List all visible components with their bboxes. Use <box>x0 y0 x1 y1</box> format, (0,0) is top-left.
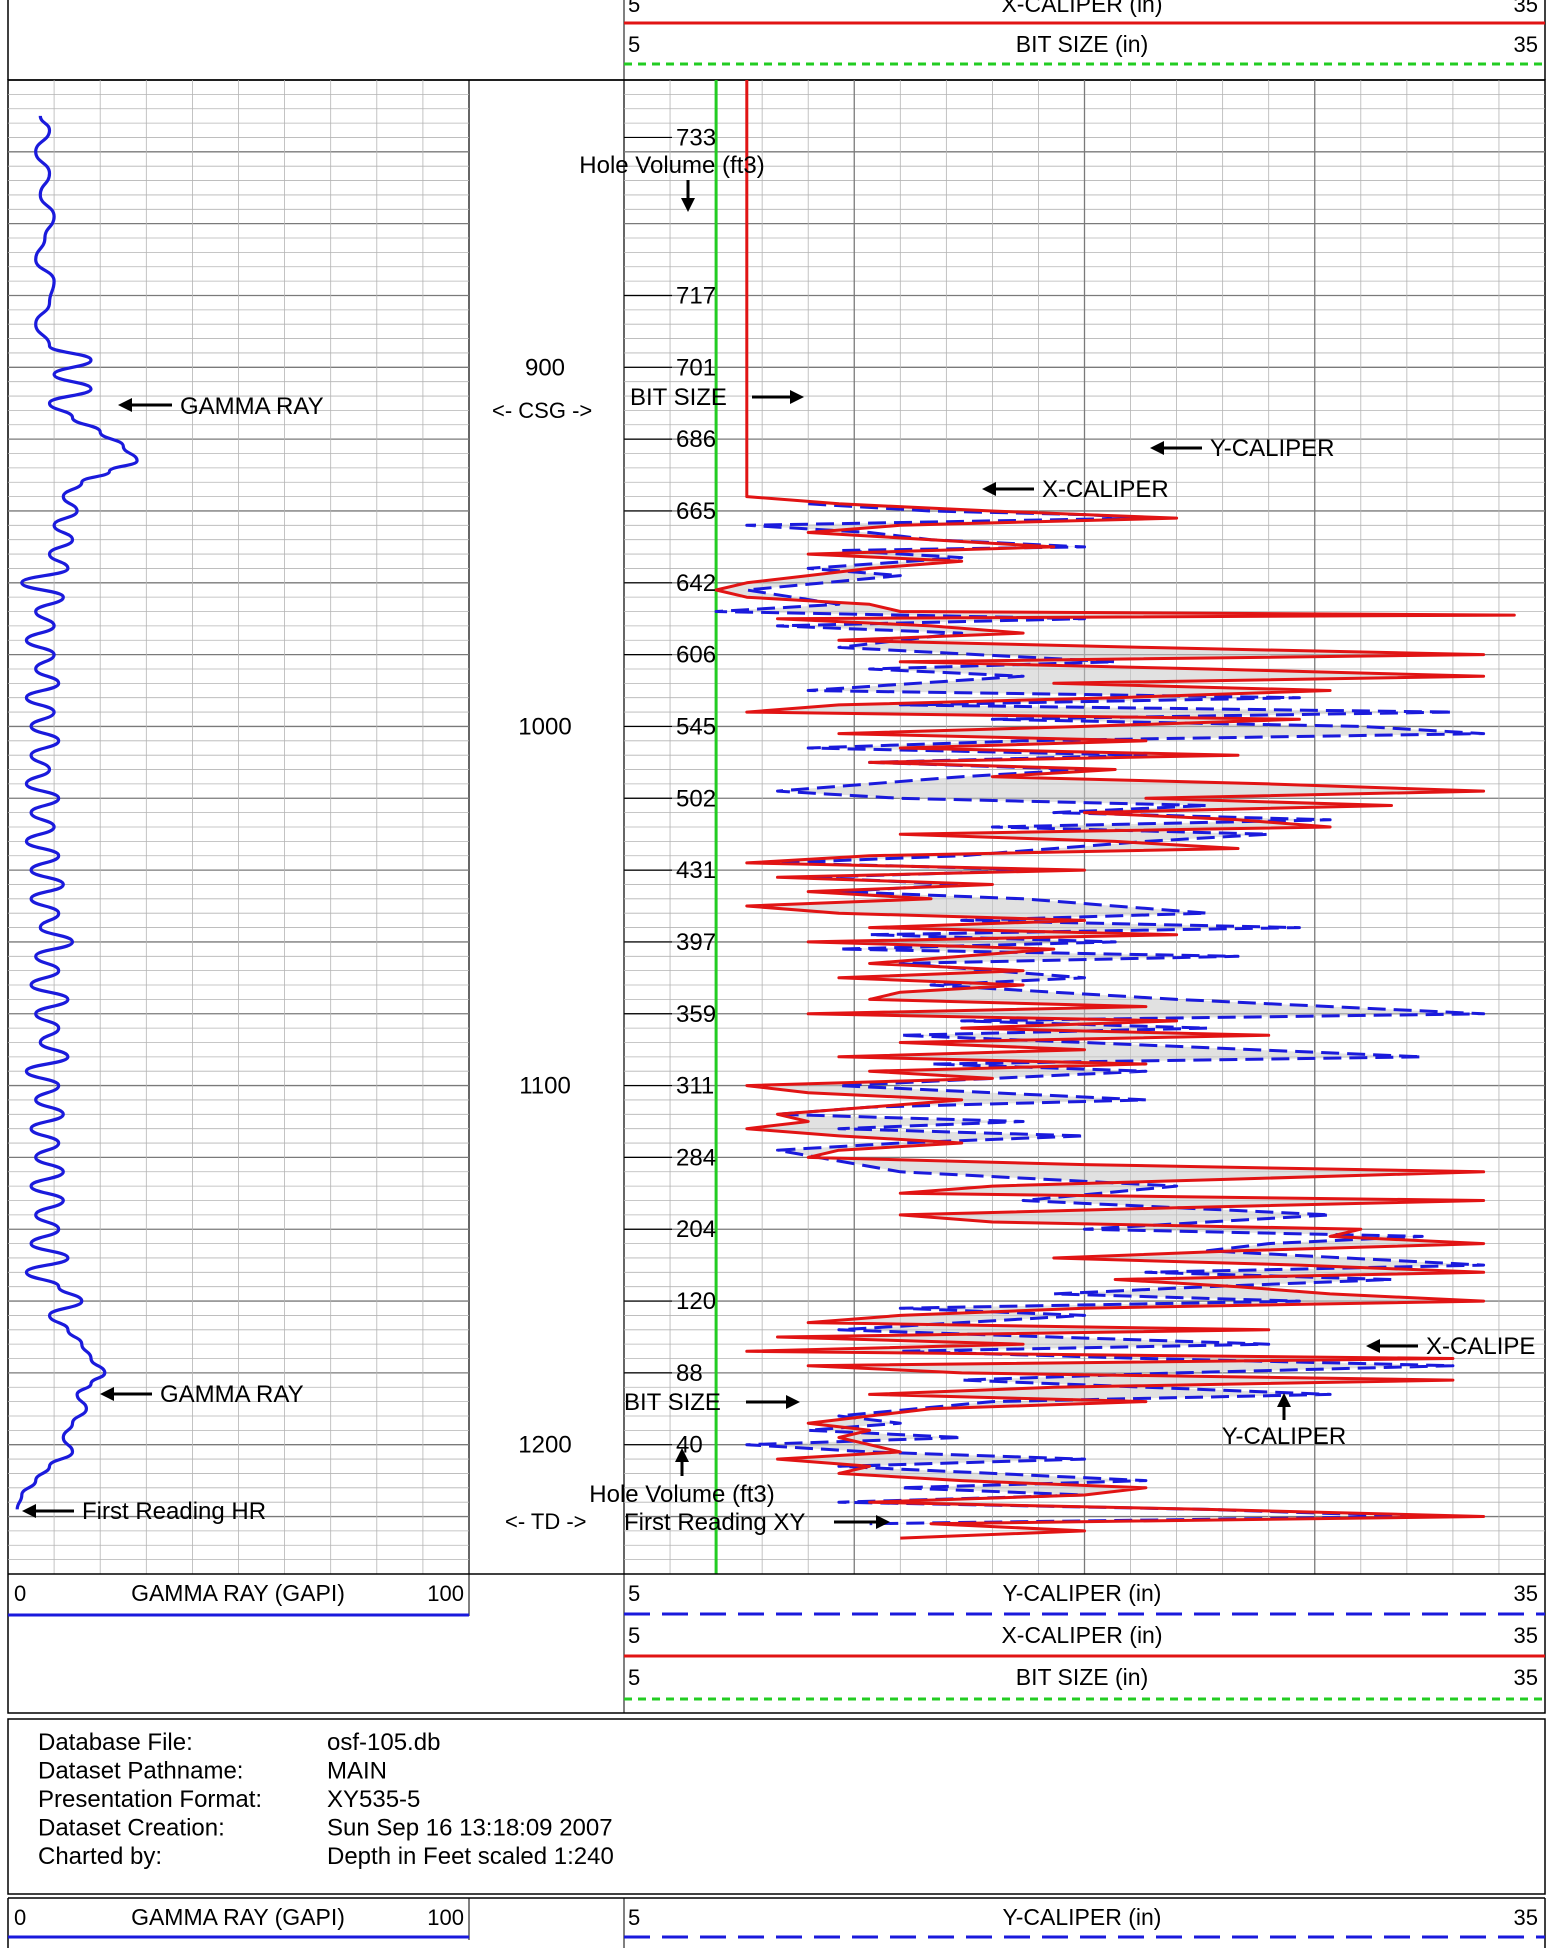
x-caliper-annotation-2: X-CALIPE <box>1426 1333 1535 1360</box>
td-marker: <- TD -> <box>505 1509 587 1534</box>
depth-label: 1000 <box>518 713 571 740</box>
info-key: Dataset Creation: <box>38 1815 225 1842</box>
depth-label: 900 <box>525 354 565 381</box>
bottom-xcal-label: X-CALIPER (in) <box>1001 1622 1162 1648</box>
info-box: Database File: osf-105.db Dataset Pathname… <box>7 1718 1546 1895</box>
hole-volume-annotation-2: Hole Volume (ft3) <box>589 1481 774 1508</box>
annotations: GAMMA RAY GAMMA RAY First Reading HR <- … <box>22 152 1535 1536</box>
depth-label: 1100 <box>519 1073 571 1100</box>
caliper-fill <box>716 503 1515 1524</box>
hole-volume-tick: 88 <box>676 1360 703 1387</box>
first-reading-hr: First Reading HR <box>82 1498 266 1525</box>
top-bit-left: 5 <box>628 32 640 57</box>
first-reading-xy: First Reading XY <box>624 1509 805 1536</box>
info-key: Dataset Pathname: <box>38 1758 243 1785</box>
hole-volume-tick: 717 <box>676 282 716 309</box>
info-value: MAIN <box>327 1758 387 1785</box>
x-caliper-curve <box>714 80 1516 1540</box>
hole-volume-tick: 204 <box>676 1216 716 1243</box>
hole-volume-tick: 120 <box>676 1288 716 1315</box>
bottom-ycal-right: 35 <box>1514 1581 1538 1606</box>
hole-volume-tick: 733 <box>676 124 716 151</box>
info-value: XY535-5 <box>327 1786 420 1813</box>
bottom-header: 0 GAMMA RAY (GAPI) 100 5 Y-CALIPER (in) … <box>8 1573 1545 1713</box>
hole-volume-tick: 686 <box>676 426 716 453</box>
gamma-ray-annotation-1: GAMMA RAY <box>180 393 324 420</box>
footer-gamma-left: 0 <box>14 1905 26 1930</box>
hole-volume-tick: 502 <box>676 785 716 812</box>
top-bit-label: BIT SIZE (in) <box>1016 31 1149 57</box>
footer-ycal-right: 35 <box>1514 1905 1538 1930</box>
hole-volume-tick: 701 <box>676 354 716 381</box>
bottom-xcal-right: 35 <box>1514 1623 1538 1648</box>
info-value: osf-105.db <box>327 1729 440 1756</box>
depth-axis: 900 1000 1100 1200 <box>518 354 571 1458</box>
gamma-ray-annotation-2: GAMMA RAY <box>160 1381 304 1408</box>
bottom-gamma-label: GAMMA RAY (GAPI) <box>131 1580 345 1606</box>
y-caliper-curve <box>714 502 1486 1526</box>
hole-volume-tick: 359 <box>676 1001 716 1028</box>
info-key: Database File: <box>38 1729 193 1756</box>
footer-gamma-label: GAMMA RAY (GAPI) <box>131 1904 345 1930</box>
hole-volume-tick: 642 <box>676 570 716 597</box>
top-bit-right: 35 <box>1514 32 1538 57</box>
hole-volume-tick: 431 <box>676 857 716 884</box>
gamma-ray-curve <box>15 115 139 1510</box>
footer-gamma-right: 100 <box>427 1905 464 1930</box>
csg-marker: <- CSG -> <box>492 398 592 423</box>
bottom-gamma-left: 0 <box>14 1581 26 1606</box>
footer-ycal-label: Y-CALIPER (in) <box>1003 1904 1162 1930</box>
footer-header: 0 GAMMA RAY (GAPI) 100 5 Y-CALIPER (in) … <box>7 1897 1546 1948</box>
info-key: Charted by: <box>38 1843 162 1870</box>
depth-label: 1200 <box>518 1432 571 1459</box>
bit-size-annotation-1: BIT SIZE <box>630 384 727 411</box>
bottom-bit-right: 35 <box>1514 1665 1538 1690</box>
info-value: Sun Sep 16 13:18:09 2007 <box>327 1815 613 1842</box>
log-frame <box>7 79 1546 1714</box>
x-caliper-annotation-1: X-CALIPER <box>1042 476 1169 503</box>
hole-volume-tick: 311 <box>676 1073 714 1100</box>
bit-size-annotation-2: BIT SIZE <box>624 1389 721 1416</box>
hole-volume-tick: 397 <box>676 929 716 956</box>
bottom-xcal-left: 5 <box>628 1623 640 1648</box>
hole-volume-tick: 284 <box>676 1144 716 1171</box>
bottom-bit-left: 5 <box>628 1665 640 1690</box>
top-xcal-right: 35 <box>1514 0 1538 17</box>
top-xcal-left: 5 <box>628 0 640 17</box>
bottom-ycal-label: Y-CALIPER (in) <box>1003 1580 1162 1606</box>
footer-ycal-left: 5 <box>628 1905 640 1930</box>
info-value: Depth in Feet scaled 1:240 <box>327 1843 614 1870</box>
curves <box>15 80 1516 1574</box>
info-key: Presentation Format: <box>38 1786 262 1813</box>
bottom-bit-label: BIT SIZE (in) <box>1016 1664 1149 1690</box>
hole-volume-tick: 606 <box>676 642 716 669</box>
hole-volume-ticks: 733 717 701 686 665 642 606 545 502 431 397 359 311 2… <box>624 124 716 1459</box>
bottom-gamma-right: 100 <box>427 1581 464 1606</box>
y-caliper-annotation-1: Y-CALIPER <box>1210 435 1335 462</box>
top-xcal-label: X-CALIPER (in) <box>1001 0 1162 17</box>
hole-volume-tick: 545 <box>676 713 716 740</box>
bottom-ycal-left: 5 <box>628 1581 640 1606</box>
y-caliper-annotation-2: Y-CALIPER <box>1222 1423 1347 1450</box>
hole-volume-annotation-1: Hole Volume (ft3) <box>579 152 764 179</box>
hole-volume-tick: 665 <box>676 498 716 525</box>
